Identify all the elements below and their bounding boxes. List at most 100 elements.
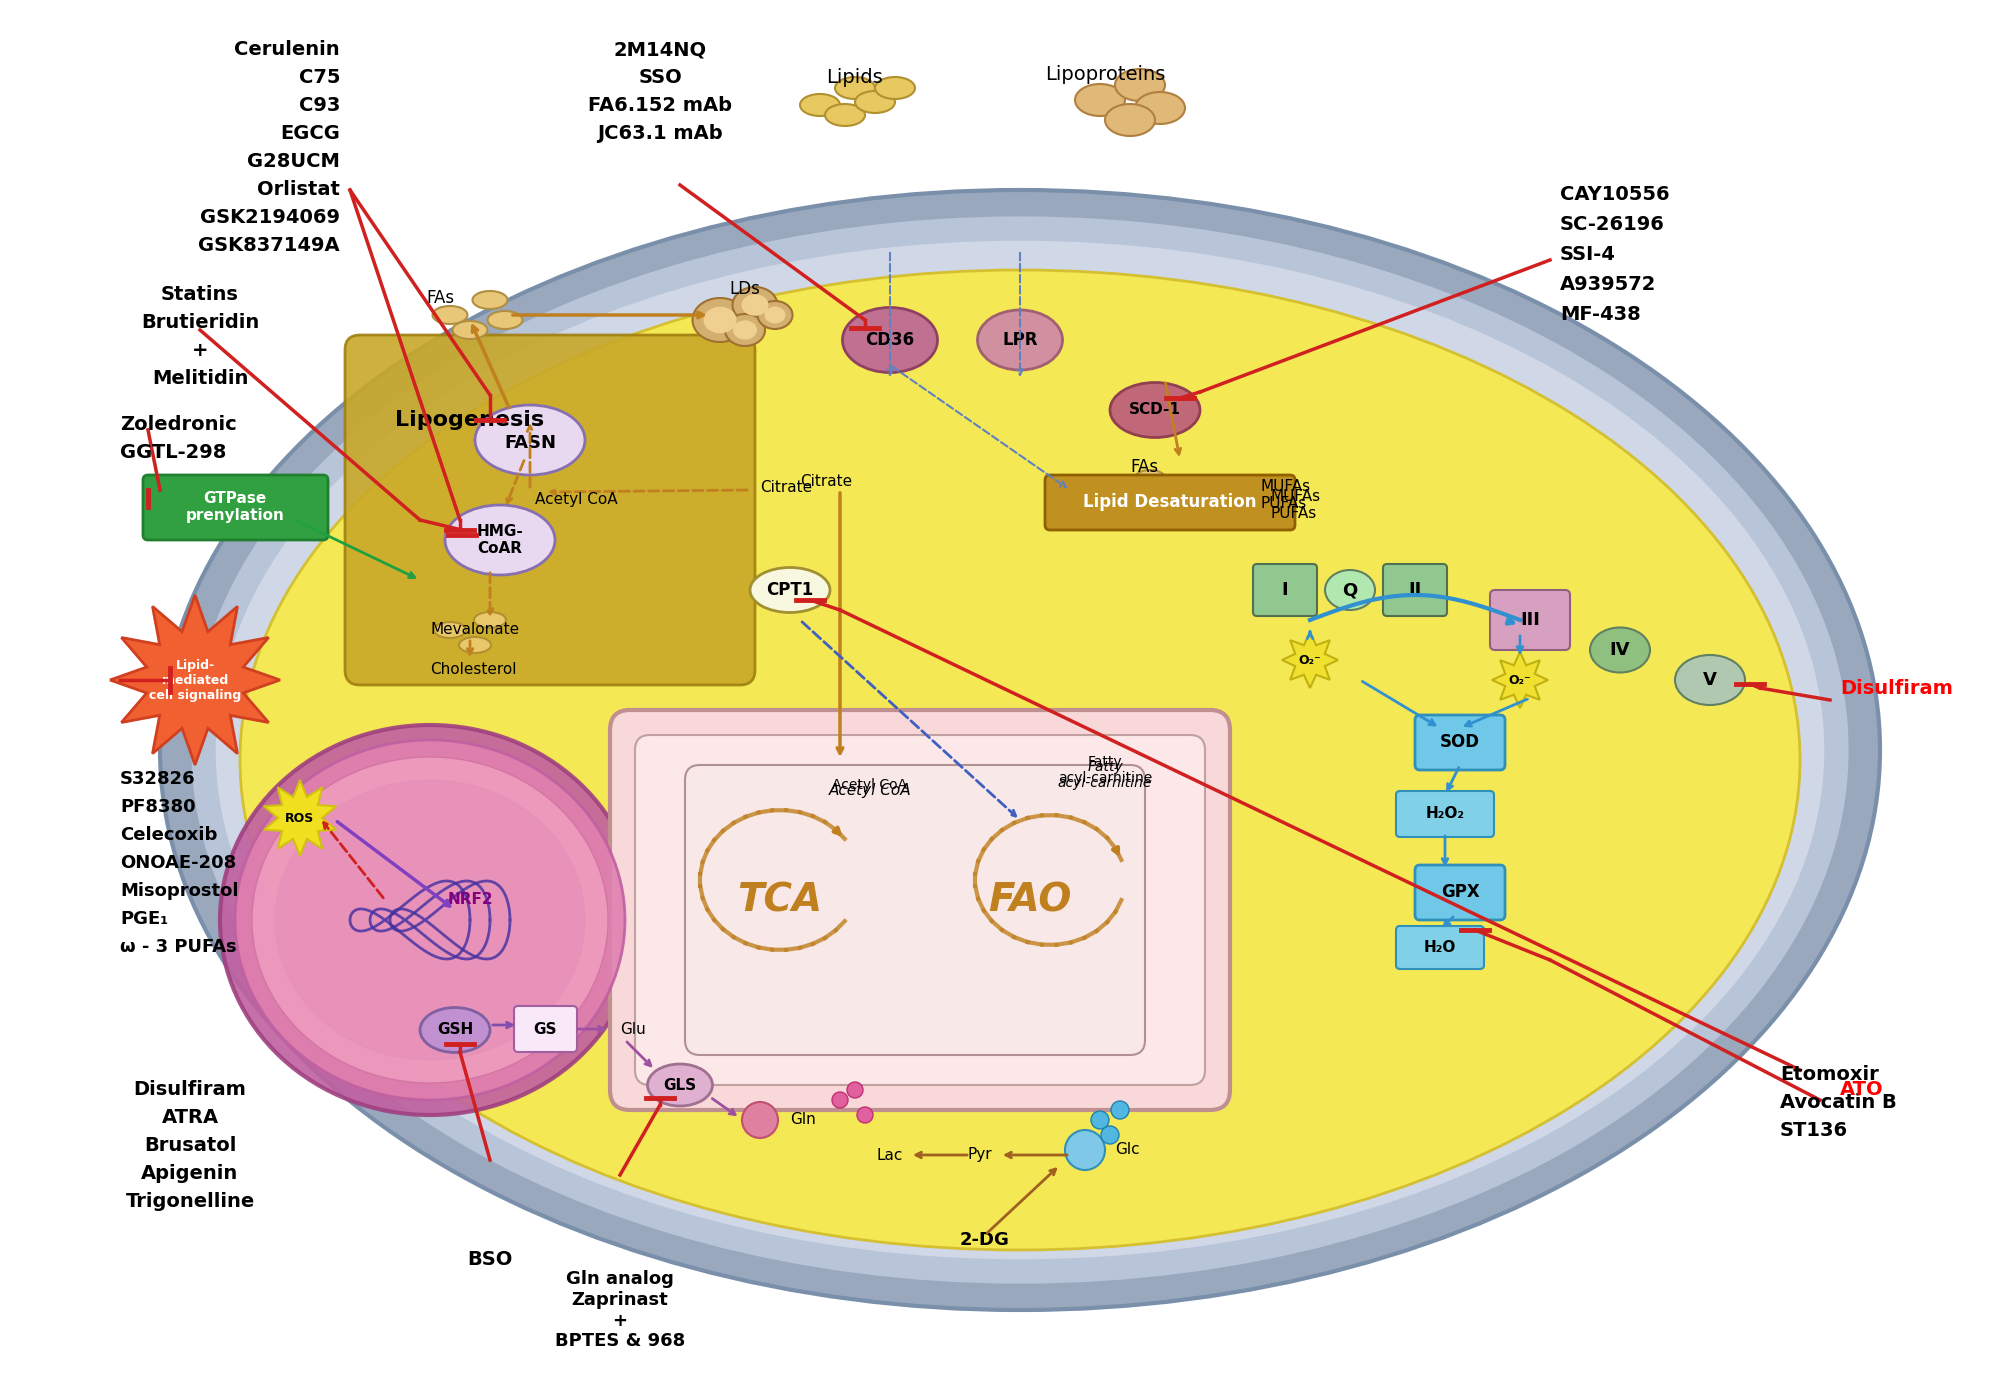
Text: Gln analog
Zaprinast
+
BPTES & 968: Gln analog Zaprinast + BPTES & 968 [554,1269,686,1350]
Text: PGE₁: PGE₁ [120,910,168,928]
Text: FASN: FASN [504,433,556,452]
Text: Avocatin B: Avocatin B [1780,1093,1896,1111]
Text: GSH: GSH [436,1022,474,1037]
Text: FAs: FAs [426,289,456,308]
Text: TCA: TCA [738,881,822,918]
Text: Mevalonate: Mevalonate [430,622,520,637]
Text: Q: Q [1342,582,1358,598]
Ellipse shape [1076,84,1124,116]
Text: GTPase
prenylation: GTPase prenylation [186,491,284,523]
Ellipse shape [800,94,840,116]
Text: 2-DG: 2-DG [960,1232,1010,1248]
Ellipse shape [732,287,778,323]
Text: Acetyl CoA: Acetyl CoA [832,779,908,793]
Ellipse shape [876,77,916,99]
Polygon shape [1282,632,1338,688]
Ellipse shape [842,308,938,372]
Text: Cholesterol: Cholesterol [430,663,516,677]
Text: SSO: SSO [638,69,682,87]
Text: EGCG: EGCG [280,124,340,143]
Text: Melitidin: Melitidin [152,369,248,389]
Ellipse shape [692,298,748,343]
FancyBboxPatch shape [1416,865,1506,920]
Text: II: II [1408,582,1422,598]
Ellipse shape [732,320,756,340]
Ellipse shape [1116,69,1164,101]
FancyBboxPatch shape [1384,563,1448,617]
Text: LDs: LDs [730,280,760,298]
Circle shape [742,1102,778,1138]
Text: GSK837149A: GSK837149A [198,236,340,254]
FancyBboxPatch shape [1044,475,1296,530]
Ellipse shape [432,306,468,324]
Text: Citrate: Citrate [760,481,812,495]
Text: +: + [192,341,208,361]
Text: III: III [1520,611,1540,629]
Text: Brutieridin: Brutieridin [140,313,260,331]
FancyBboxPatch shape [1416,714,1506,770]
Ellipse shape [252,756,608,1083]
Ellipse shape [836,77,876,99]
Text: HMG-
CoAR: HMG- CoAR [476,524,524,556]
FancyBboxPatch shape [144,475,328,540]
Ellipse shape [750,568,830,612]
Text: SSI-4: SSI-4 [1560,245,1616,264]
Text: SC-26196: SC-26196 [1560,215,1664,233]
Text: CPT1: CPT1 [766,582,814,598]
Ellipse shape [434,622,466,637]
Ellipse shape [240,270,1800,1250]
Polygon shape [264,780,336,856]
Text: Orlistat: Orlistat [258,180,340,199]
Ellipse shape [648,1064,712,1106]
Text: IV: IV [1610,642,1630,658]
FancyBboxPatch shape [346,336,756,685]
Ellipse shape [444,505,556,575]
Polygon shape [1492,651,1548,707]
Text: ST136: ST136 [1780,1121,1848,1139]
Text: H₂O₂: H₂O₂ [1426,807,1464,822]
Text: GLS: GLS [664,1078,696,1092]
Text: ω - 3 PUFAs: ω - 3 PUFAs [120,938,236,956]
Text: I: I [1282,582,1288,598]
Ellipse shape [826,103,864,126]
Ellipse shape [474,612,506,628]
Ellipse shape [276,780,584,1060]
Text: Pyr: Pyr [968,1148,992,1163]
Text: C93: C93 [298,96,340,115]
Text: H₂O: H₂O [1424,939,1456,955]
Text: SOD: SOD [1440,733,1480,751]
Text: GSK2194069: GSK2194069 [200,208,340,226]
Ellipse shape [1676,656,1744,705]
Text: ATO: ATO [1840,1081,1884,1099]
Ellipse shape [1116,498,1144,513]
Text: ONOAE-208: ONOAE-208 [120,854,236,872]
Text: Acetyl CoA: Acetyl CoA [536,492,618,507]
Circle shape [848,1082,864,1097]
Text: O₂⁻: O₂⁻ [1508,674,1532,686]
Text: Glu: Glu [620,1022,646,1036]
Circle shape [1100,1125,1120,1144]
Ellipse shape [1136,92,1184,124]
Circle shape [1064,1130,1104,1170]
Text: SCD-1: SCD-1 [1130,403,1180,418]
Text: Etomoxir: Etomoxir [1780,1065,1878,1083]
Text: Fatty
acyl-carnitine: Fatty acyl-carnitine [1058,761,1152,790]
Text: Lipoproteins: Lipoproteins [1044,64,1166,84]
Text: ROS: ROS [286,811,314,825]
Text: Lipid Desaturation: Lipid Desaturation [1084,493,1256,512]
Text: CAY10556: CAY10556 [1560,185,1670,204]
Ellipse shape [452,322,488,338]
Text: 2M14NQ: 2M14NQ [614,41,706,59]
Text: Citrate: Citrate [800,474,852,489]
Text: Trigonelline: Trigonelline [126,1192,254,1211]
Ellipse shape [472,291,508,309]
Text: FA6.152 mAb: FA6.152 mAb [588,96,732,115]
FancyBboxPatch shape [1396,791,1494,837]
FancyBboxPatch shape [1490,590,1570,650]
Text: Apigenin: Apigenin [142,1165,238,1183]
Circle shape [856,1107,872,1123]
FancyBboxPatch shape [636,735,1204,1085]
Ellipse shape [764,306,786,323]
Text: PF8380: PF8380 [120,798,196,816]
Ellipse shape [758,301,792,329]
